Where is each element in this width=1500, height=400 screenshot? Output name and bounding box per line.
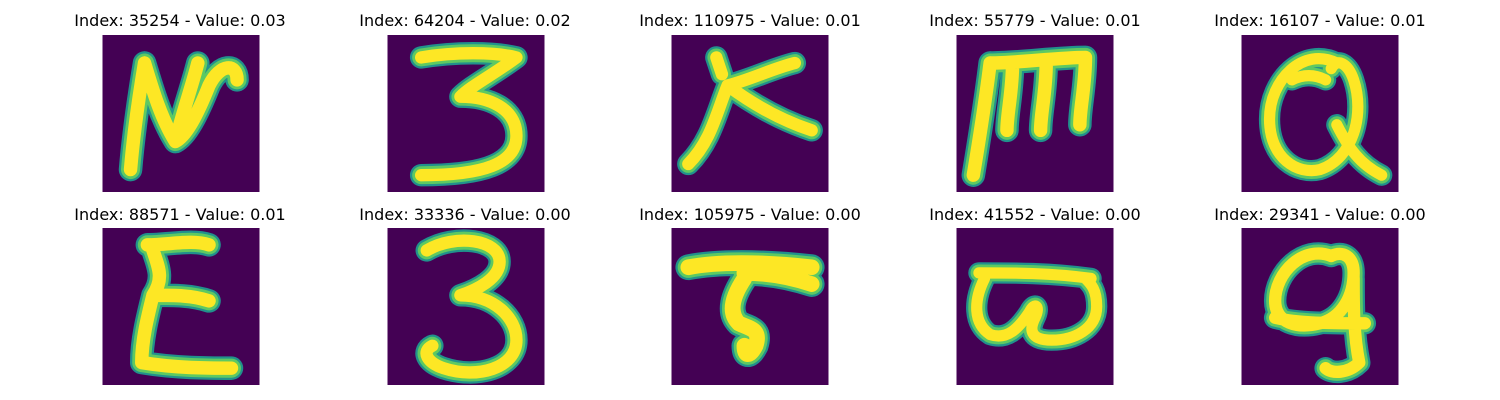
tile-title: Index: 55779 - Value: 0.01: [929, 11, 1141, 30]
handwritten-glyph-image: [671, 35, 829, 192]
handwritten-glyph-image: [1241, 35, 1399, 192]
handwritten-glyph-image: [102, 228, 260, 385]
tile-title: Index: 35254 - Value: 0.03: [74, 11, 286, 30]
tile-title: Index: 105975 - Value: 0.00: [639, 205, 861, 224]
handwritten-glyph-image: [387, 228, 545, 385]
tile-title: Index: 33336 - Value: 0.00: [359, 205, 571, 224]
handwritten-glyph-image: [1241, 228, 1399, 385]
tile-title: Index: 16107 - Value: 0.01: [1214, 11, 1426, 30]
handwritten-glyph-image: [671, 228, 829, 385]
handwritten-glyph-image: [387, 35, 545, 192]
tile-title: Index: 29341 - Value: 0.00: [1214, 205, 1426, 224]
handwritten-glyph-image: [956, 228, 1114, 385]
tile-title: Index: 88571 - Value: 0.01: [74, 205, 286, 224]
handwritten-glyph-image: [102, 35, 260, 192]
handwritten-glyph-image: [956, 35, 1114, 192]
tile-title: Index: 110975 - Value: 0.01: [639, 11, 861, 30]
tile-title: Index: 41552 - Value: 0.00: [929, 205, 1141, 224]
tile-title: Index: 64204 - Value: 0.02: [359, 11, 571, 30]
